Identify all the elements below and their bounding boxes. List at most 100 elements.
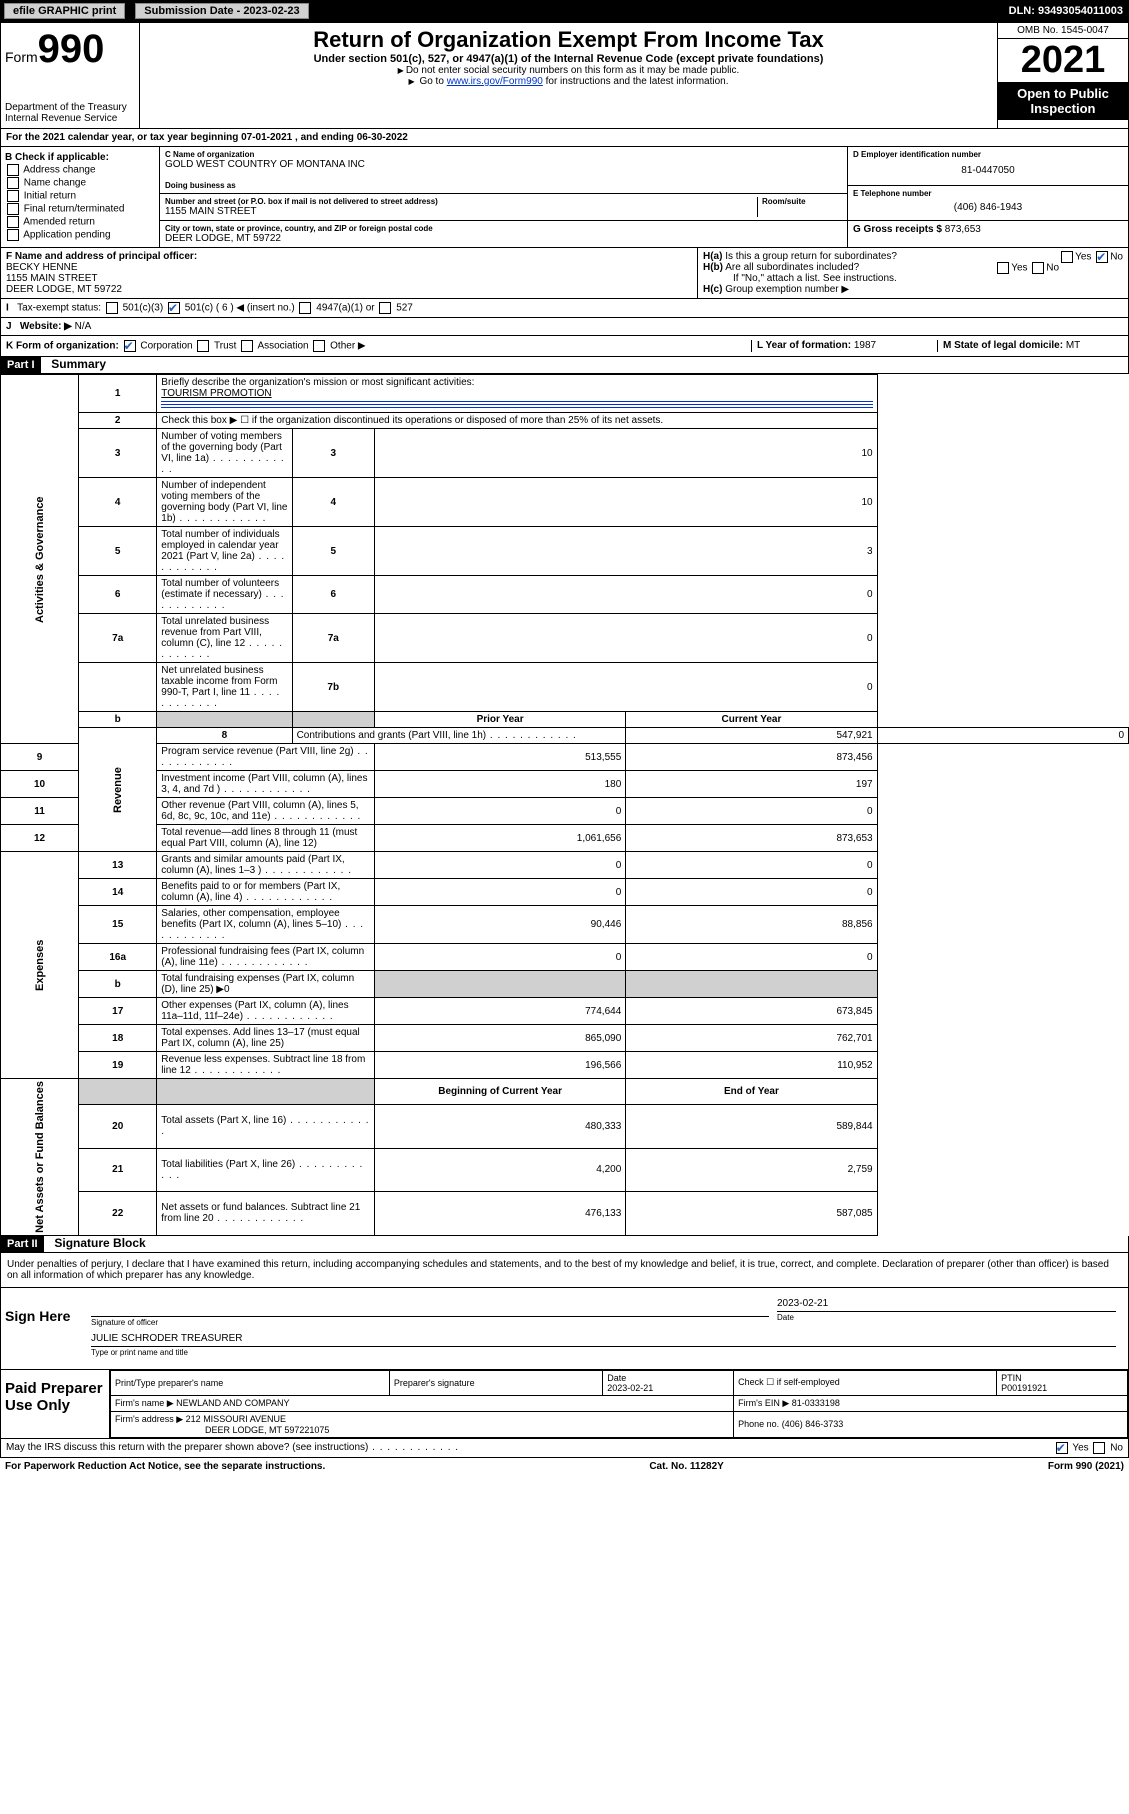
rev-row-2: 10Investment income (Part VIII, column (… bbox=[1, 771, 1129, 798]
chk-pending[interactable] bbox=[7, 229, 19, 241]
bottom-line: For Paperwork Reduction Act Notice, see … bbox=[0, 1458, 1129, 1475]
dept-label: Department of the Treasury bbox=[5, 102, 135, 113]
g-cell: G Gross receipts $ 873,653 bbox=[848, 221, 1128, 238]
rev-row-4: 12Total revenue—add lines 8 through 11 (… bbox=[1, 825, 1129, 852]
chk-name[interactable] bbox=[7, 177, 19, 189]
note2a: Go to bbox=[419, 76, 446, 87]
hb-no[interactable] bbox=[1032, 262, 1044, 274]
col-prior: Prior Year bbox=[374, 712, 625, 728]
col-b: B Check if applicable: Address change Na… bbox=[1, 147, 160, 247]
col-c: C Name of organization GOLD WEST COUNTRY… bbox=[160, 147, 847, 247]
section-bcdeg: B Check if applicable: Address change Na… bbox=[0, 147, 1129, 248]
submission-date-button[interactable]: Submission Date - 2023-02-23 bbox=[135, 3, 308, 19]
chk-final[interactable] bbox=[7, 203, 19, 215]
rev-row-1: 9Program service revenue (Part VIII, lin… bbox=[1, 744, 1129, 771]
sig-officer-label: Signature of officer bbox=[91, 1316, 769, 1327]
header-right: OMB No. 1545-0047 2021 Open to Public In… bbox=[997, 23, 1128, 128]
chk-address[interactable] bbox=[7, 164, 19, 176]
col-end: End of Year bbox=[626, 1079, 877, 1105]
ha-yes[interactable] bbox=[1061, 251, 1073, 263]
e-label: E Telephone number bbox=[853, 189, 1123, 198]
part2-hdr: Part II bbox=[1, 1236, 44, 1252]
k-corp[interactable] bbox=[124, 340, 136, 352]
chk-initial[interactable] bbox=[7, 190, 19, 202]
ein-value: 81-0447050 bbox=[853, 159, 1123, 182]
l2: Check this box ▶ ☐ if the organization d… bbox=[157, 413, 877, 429]
cat-no: Cat. No. 11282Y bbox=[649, 1461, 723, 1472]
officer-name-value: JULIE SCHRODER TREASURER bbox=[91, 1333, 1116, 1344]
i-label: Tax-exempt status: bbox=[17, 303, 101, 314]
row-klm: K Form of organization: Corporation Trus… bbox=[0, 336, 1129, 357]
net-row-2: 22Net assets or fund balances. Subtract … bbox=[1, 1192, 1129, 1236]
vtab-gov: Activities & Governance bbox=[1, 375, 79, 744]
officer-name-label: Type or print name and title bbox=[91, 1346, 1116, 1357]
net-hdr: Net Assets or Fund BalancesBeginning of … bbox=[1, 1079, 1129, 1105]
row-j: J Website: ▶ N/A bbox=[0, 318, 1129, 336]
exp-row-0: Expenses13Grants and similar amounts pai… bbox=[1, 852, 1129, 879]
gov-row-0: 3Number of voting members of the governi… bbox=[1, 429, 1129, 478]
gov-row-5: Net unrelated business taxable income fr… bbox=[1, 663, 1129, 712]
i-501c[interactable] bbox=[168, 302, 180, 314]
h-note: If "No," attach a list. See instructions… bbox=[703, 273, 1123, 284]
f-cell: F Name and address of principal officer:… bbox=[1, 248, 697, 298]
discuss-row: May the IRS discuss this return with the… bbox=[0, 1439, 1129, 1458]
c-addr-cell: Number and street (or P.O. box if mail i… bbox=[160, 194, 847, 221]
sign-here-block: Sign Here Signature of officer 2023-02-2… bbox=[0, 1288, 1129, 1370]
part2-header: Part II Signature Block bbox=[0, 1236, 1129, 1253]
i-501c3[interactable] bbox=[106, 302, 118, 314]
sign-here-label: Sign Here bbox=[1, 1288, 79, 1369]
form-ref: Form 990 (2021) bbox=[1048, 1461, 1124, 1472]
b-opt-1: Name change bbox=[5, 177, 155, 189]
chk-amended[interactable] bbox=[7, 216, 19, 228]
firm-phone: Phone no. (406) 846-3733 bbox=[734, 1411, 1128, 1437]
col-beg: Beginning of Current Year bbox=[374, 1079, 625, 1105]
efile-button[interactable]: efile GRAPHIC print bbox=[4, 3, 125, 19]
l1-num: 1 bbox=[79, 375, 157, 413]
k-other[interactable] bbox=[313, 340, 325, 352]
header-left: Form990 Department of the Treasury Inter… bbox=[1, 23, 140, 128]
part1-title: Summary bbox=[43, 357, 106, 371]
exp-row-2: 15Salaries, other compensation, employee… bbox=[1, 906, 1129, 944]
discuss-yes[interactable] bbox=[1056, 1442, 1068, 1454]
net-row-1: 21Total liabilities (Part X, line 26)4,2… bbox=[1, 1148, 1129, 1192]
header-sub: Under section 501(c), 527, or 4947(a)(1)… bbox=[144, 53, 993, 65]
rev-row-0: Revenue8Contributions and grants (Part V… bbox=[1, 728, 1129, 744]
exp-row-3: 16aProfessional fundraising fees (Part I… bbox=[1, 944, 1129, 971]
phone-value: (406) 846-1943 bbox=[853, 198, 1123, 217]
hb-yes[interactable] bbox=[997, 262, 1009, 274]
open-to-public: Open to Public Inspection bbox=[998, 82, 1128, 120]
section-fh: F Name and address of principal officer:… bbox=[0, 248, 1129, 299]
k-trust[interactable] bbox=[197, 340, 209, 352]
i-4947[interactable] bbox=[299, 302, 311, 314]
room-label: Room/suite bbox=[762, 197, 842, 206]
part2-title: Signature Block bbox=[46, 1236, 145, 1250]
h-b: H(b) Are all subordinates included? Yes … bbox=[703, 262, 1123, 273]
exp-row-5: 17Other expenses (Part IX, column (A), l… bbox=[1, 998, 1129, 1025]
l-cell: L Year of formation: 1987 bbox=[751, 340, 937, 352]
c-name-label: C Name of organization bbox=[165, 150, 842, 159]
k-assoc[interactable] bbox=[241, 340, 253, 352]
form990-link[interactable]: www.irs.gov/Form990 bbox=[447, 76, 543, 87]
prep-ptin: PTINP00191921 bbox=[997, 1370, 1128, 1395]
officer-name: BECKY HENNE bbox=[6, 262, 692, 273]
discuss-no[interactable] bbox=[1093, 1442, 1105, 1454]
state-domicile: MT bbox=[1066, 340, 1080, 351]
exp-row-7: 19Revenue less expenses. Subtract line 1… bbox=[1, 1052, 1129, 1079]
b-opt-5: Application pending bbox=[5, 229, 155, 241]
penalties-text: Under penalties of perjury, I declare th… bbox=[0, 1253, 1129, 1288]
part1-header: Part I Summary bbox=[0, 357, 1129, 374]
f-label: F Name and address of principal officer: bbox=[6, 251, 692, 262]
prep-self: Check ☐ if self-employed bbox=[734, 1370, 997, 1395]
header-mid: Return of Organization Exempt From Incom… bbox=[140, 23, 997, 128]
j-label: Website: ▶ bbox=[20, 321, 72, 332]
form-number: Form990 bbox=[5, 27, 135, 72]
gov-row-2: 5Total number of individuals employed in… bbox=[1, 527, 1129, 576]
header-note1: Do not enter social security numbers on … bbox=[144, 65, 993, 76]
gov-row-1: 4Number of independent voting members of… bbox=[1, 478, 1129, 527]
col-curr: Current Year bbox=[626, 712, 877, 728]
addr-label: Number and street (or P.O. box if mail i… bbox=[165, 197, 757, 206]
ha-no[interactable] bbox=[1096, 251, 1108, 263]
i-527[interactable] bbox=[379, 302, 391, 314]
pra-notice: For Paperwork Reduction Act Notice, see … bbox=[5, 1461, 325, 1472]
org-address: 1155 MAIN STREET bbox=[165, 206, 757, 217]
